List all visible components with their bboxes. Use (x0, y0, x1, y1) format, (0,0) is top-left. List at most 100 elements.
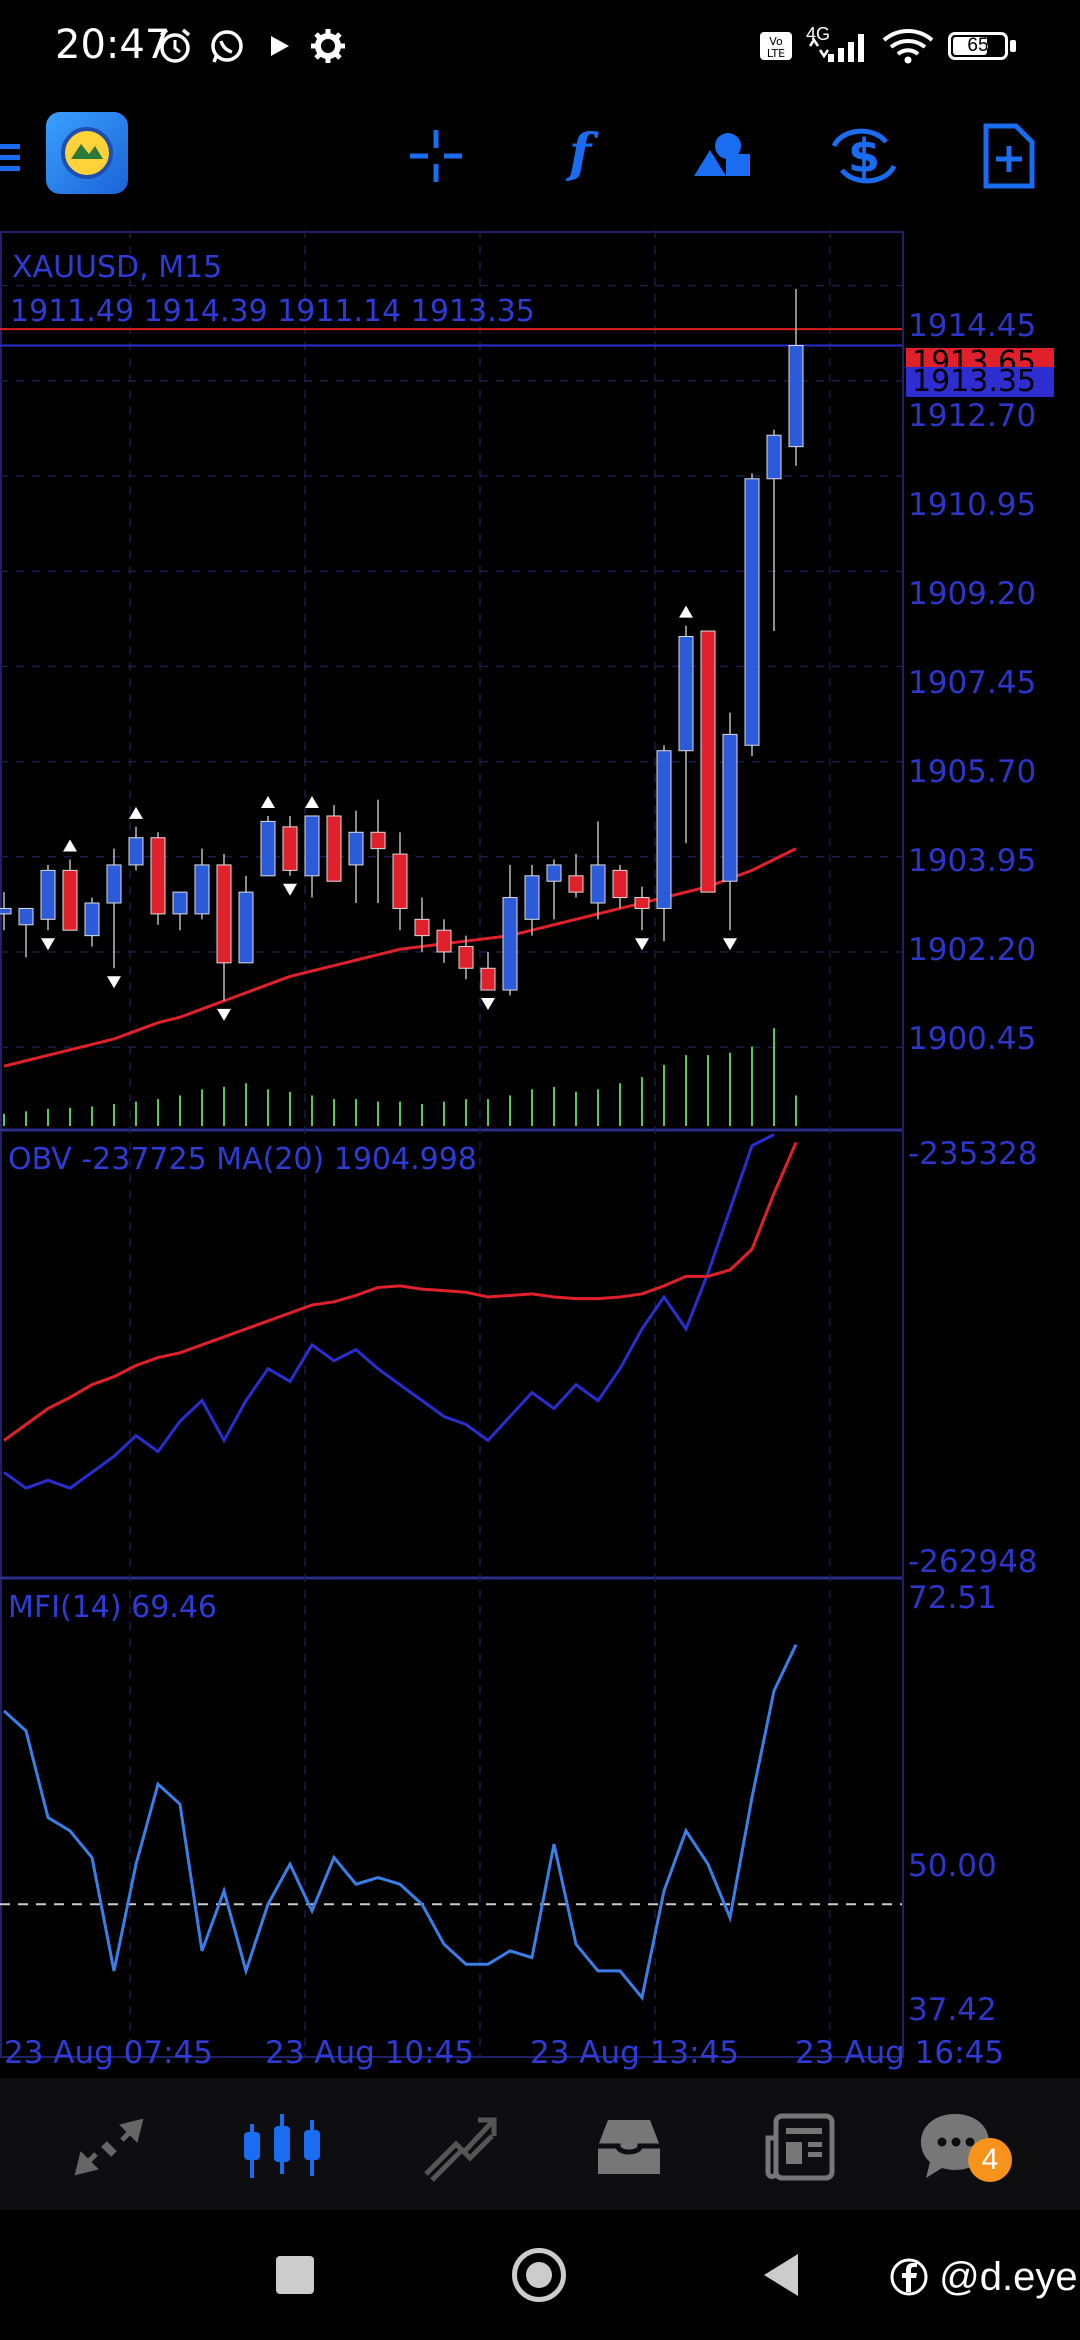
price-axis-label: 1909.20 (908, 576, 1037, 612)
candle-body (436, 929, 452, 953)
candle-body (700, 630, 716, 893)
obv-line (3, 1133, 775, 1490)
candle-body (744, 478, 760, 746)
news-icon[interactable] (756, 2102, 846, 2192)
candle-body (722, 733, 738, 882)
candle-body (194, 864, 210, 915)
svg-text:$: $ (848, 129, 880, 183)
svg-text:f: f (565, 123, 599, 184)
mfi-axis-label: 50.00 (908, 1848, 997, 1884)
play-icon (271, 36, 289, 56)
chart-toolbar: f $ (0, 100, 1080, 210)
price-axis-label: 1910.95 (908, 487, 1037, 523)
chart-frame (0, 231, 904, 2058)
price-axis-label: 1905.70 (908, 754, 1037, 790)
watermark-text: @d.eye (939, 2255, 1078, 2299)
history-icon[interactable] (584, 2102, 674, 2192)
candle-body (18, 907, 34, 926)
fractal-down-arrow (481, 998, 495, 1011)
fractal-up-arrow (679, 605, 693, 618)
home-button[interactable] (512, 2248, 566, 2302)
candle-body (546, 864, 562, 882)
price-axis-label: 1900.45 (908, 1021, 1037, 1057)
system-navigation-bar: @d.eye (0, 2210, 1080, 2340)
svg-text:LTE: LTE (767, 47, 785, 60)
alarm-icon (159, 28, 191, 63)
price-axis-label: 1914.45 (908, 308, 1037, 344)
crosshair-icon[interactable] (396, 116, 476, 196)
candle-body (634, 897, 650, 909)
obv-ma-line (3, 1141, 798, 1442)
fractal-down-arrow (107, 976, 121, 989)
network-type: 4G (806, 24, 831, 44)
candle-body (590, 864, 606, 904)
fractal-down-arrow (217, 1008, 231, 1021)
candle-body (326, 815, 342, 882)
back-button[interactable] (760, 2252, 800, 2298)
trade-nav-icon[interactable] (412, 2102, 502, 2192)
recent-apps-button[interactable] (276, 2256, 314, 2294)
trade-icon[interactable]: $ (824, 116, 904, 196)
fractal-up-arrow (63, 839, 77, 852)
obv-axis-top: -235328 (908, 1136, 1038, 1172)
candle-body (370, 831, 386, 850)
battery-icon: 65 (948, 32, 1008, 60)
obv-axis-bottom: -262948 (908, 1544, 1038, 1580)
price-axis-label: 1902.20 (908, 932, 1037, 968)
fractal-down-arrow (283, 883, 297, 896)
time-axis-label: 23 Aug 16:45 (795, 2035, 1005, 2071)
price-chart-canvas[interactable] (0, 230, 1080, 2080)
facebook-icon (890, 2258, 928, 2296)
chat-badge: 4 (968, 2138, 1012, 2182)
mfi-title: MFI(14) 69.46 (8, 1590, 217, 1625)
whatsapp-icon (211, 30, 243, 63)
quotes-icon[interactable] (64, 2102, 154, 2192)
candle-body (414, 918, 430, 937)
bid-price-tag: 1913.35 (906, 367, 1054, 397)
watermark: @d.eye (890, 2255, 1078, 2300)
gear-icon (311, 29, 345, 63)
fractal-up-arrow (261, 795, 275, 808)
signal-icon (808, 34, 864, 62)
candle-body (128, 837, 144, 866)
symbol-timeframe: XAUUSD, M15 (12, 250, 223, 285)
volte-icon: Vo LTE (760, 32, 792, 60)
mfi-line (2, 1644, 798, 2001)
candle-body (502, 897, 518, 991)
candle-body (656, 750, 672, 909)
candle-body (172, 891, 188, 915)
objects-icon[interactable] (682, 116, 762, 196)
wifi-icon (882, 29, 934, 64)
candle-body (216, 864, 232, 964)
candle-body (84, 902, 100, 937)
app-logo-icon[interactable] (46, 112, 128, 194)
candle-body (766, 434, 782, 480)
candle-body (392, 853, 408, 909)
candle-body (150, 837, 166, 915)
candle-body (304, 815, 320, 877)
obv-title: OBV -237725 MA(20) 1904.998 (8, 1142, 477, 1177)
candle-body (788, 345, 804, 448)
price-axis-label: 1907.45 (908, 665, 1037, 701)
candle-body (568, 875, 584, 893)
candle-body (238, 891, 254, 964)
fractal-up-arrow (129, 806, 143, 819)
candle-body (260, 820, 276, 877)
fractal-down-arrow (635, 938, 649, 951)
status-time: 20:47 (55, 22, 171, 68)
chart-area[interactable]: XAUUSD, M15 1911.49 1914.39 1911.14 1913… (0, 230, 1080, 2080)
battery-level: 65 (967, 35, 989, 56)
new-order-icon[interactable] (968, 116, 1048, 196)
ohlc-readout: 1911.49 1914.39 1911.14 1913.35 (10, 294, 535, 329)
candle-body (524, 875, 540, 920)
price-axis-label: 1912.70 (908, 398, 1037, 434)
indicators-icon[interactable]: f (540, 116, 620, 196)
candle-body (348, 831, 364, 866)
candle-body (40, 869, 56, 920)
fractal-down-arrow (41, 938, 55, 951)
candle-body (282, 826, 298, 871)
menu-icon[interactable] (0, 116, 32, 196)
chart-icon[interactable] (236, 2102, 326, 2192)
fractal-down-arrow (723, 938, 737, 951)
candle-body (480, 967, 496, 991)
